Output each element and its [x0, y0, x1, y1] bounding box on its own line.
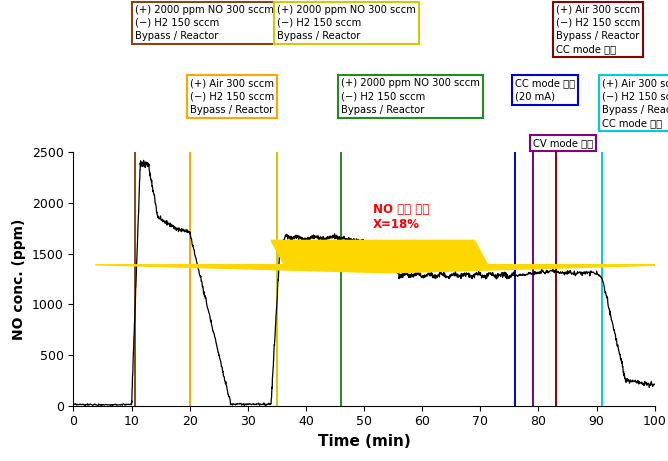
Text: (+) Air 300 sccm
(−) H2 150 sccm
Bypass / Reactor
CC mode 싡정: (+) Air 300 sccm (−) H2 150 sccm Bypass …	[556, 5, 640, 54]
Text: (+) 2000 ppm NO 300 sccm
(−) H2 150 sccm
Bypass / Reactor: (+) 2000 ppm NO 300 sccm (−) H2 150 sccm…	[277, 5, 415, 41]
FancyArrow shape	[96, 240, 668, 273]
Text: (+) Air 300 sccm
(−) H2 150 sccm
Bypass / Reactor
CC mode 종료: (+) Air 300 sccm (−) H2 150 sccm Bypass …	[603, 78, 668, 128]
Y-axis label: NO conc. (ppm): NO conc. (ppm)	[12, 218, 26, 340]
Text: CV mode 싡정: CV mode 싡정	[532, 138, 593, 148]
Text: NO 농도 감소
X=18%: NO 농도 감소 X=18%	[373, 203, 429, 231]
Text: (+) Air 300 sccm
(−) H2 150 sccm
Bypass / Reactor: (+) Air 300 sccm (−) H2 150 sccm Bypass …	[190, 78, 274, 115]
X-axis label: Time (min): Time (min)	[318, 434, 410, 449]
Text: (+) 2000 ppm NO 300 sccm
(−) H2 150 sccm
Bypass / Reactor: (+) 2000 ppm NO 300 sccm (−) H2 150 sccm…	[341, 78, 480, 115]
Text: CC mode 싡정
(20 mA): CC mode 싡정 (20 mA)	[515, 78, 575, 101]
Text: (+) 2000 ppm NO 300 sccm
(−) H2 150 sccm
Bypass / Reactor: (+) 2000 ppm NO 300 sccm (−) H2 150 sccm…	[134, 5, 273, 41]
